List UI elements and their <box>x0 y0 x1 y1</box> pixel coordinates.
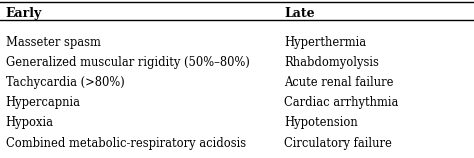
Text: Generalized muscular rigidity (50%–80%): Generalized muscular rigidity (50%–80%) <box>6 56 250 69</box>
Text: Circulatory failure: Circulatory failure <box>284 137 392 150</box>
Text: Hypercapnia: Hypercapnia <box>6 96 81 109</box>
Text: Acute renal failure: Acute renal failure <box>284 76 394 89</box>
Text: Early: Early <box>6 7 42 20</box>
Text: Late: Late <box>284 7 315 20</box>
Text: Masseter spasm: Masseter spasm <box>6 36 100 49</box>
Text: Hypoxia: Hypoxia <box>6 116 54 129</box>
Text: Combined metabolic-respiratory acidosis: Combined metabolic-respiratory acidosis <box>6 137 246 150</box>
Text: Hypotension: Hypotension <box>284 116 358 129</box>
Text: Hyperthermia: Hyperthermia <box>284 36 366 49</box>
Text: Tachycardia (>80%): Tachycardia (>80%) <box>6 76 125 89</box>
Text: Cardiac arrhythmia: Cardiac arrhythmia <box>284 96 399 109</box>
Text: Rhabdomyolysis: Rhabdomyolysis <box>284 56 379 69</box>
